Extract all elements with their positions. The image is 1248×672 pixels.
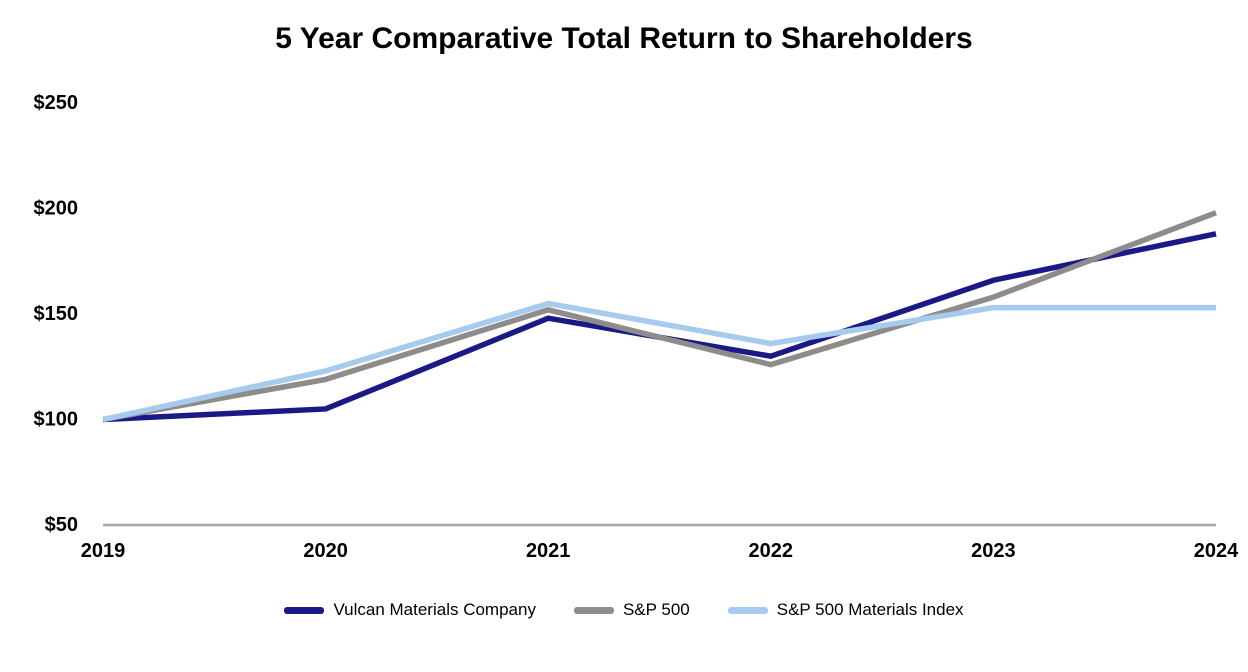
legend-item-sp500-materials-index: S&P 500 Materials Index: [727, 600, 964, 620]
series-line-2: [102, 300, 1216, 423]
y-axis-tick-label: $50: [45, 514, 78, 536]
legend-item-vulcan-materials-company: Vulcan Materials Company: [284, 600, 536, 620]
chart-legend: Vulcan Materials Company S&P 500 S&P 500…: [0, 600, 1248, 620]
y-axis-tick-label: $150: [34, 303, 79, 325]
x-axis-tick-label: 2022: [749, 540, 794, 562]
legend-label: Vulcan Materials Company: [333, 600, 536, 619]
legend-swatch-vulcan-materials-company: [284, 606, 325, 614]
x-axis-tick-label: 2024: [1194, 540, 1239, 562]
x-axis-tick-label: 2021: [526, 540, 571, 562]
legend-swatch-sp500: [573, 606, 614, 614]
legend-item-sp500: S&P 500: [573, 600, 690, 620]
x-axis-tick-label: 2019: [81, 540, 126, 562]
y-axis-tick-label: $100: [34, 409, 79, 431]
legend-swatch-sp500-materials-index: [727, 606, 768, 614]
series-line-1: [102, 210, 1217, 423]
chart-title: 5 Year Comparative Total Return to Share…: [275, 22, 973, 55]
y-axis-tick-label: $200: [34, 198, 79, 220]
x-axis-tick-label: 2023: [971, 540, 1016, 562]
x-axis-tick-label: 2020: [303, 540, 348, 562]
legend-label: S&P 500 Materials Index: [776, 600, 964, 619]
legend-label: S&P 500: [622, 600, 690, 619]
y-axis-tick-label: $250: [34, 92, 79, 114]
